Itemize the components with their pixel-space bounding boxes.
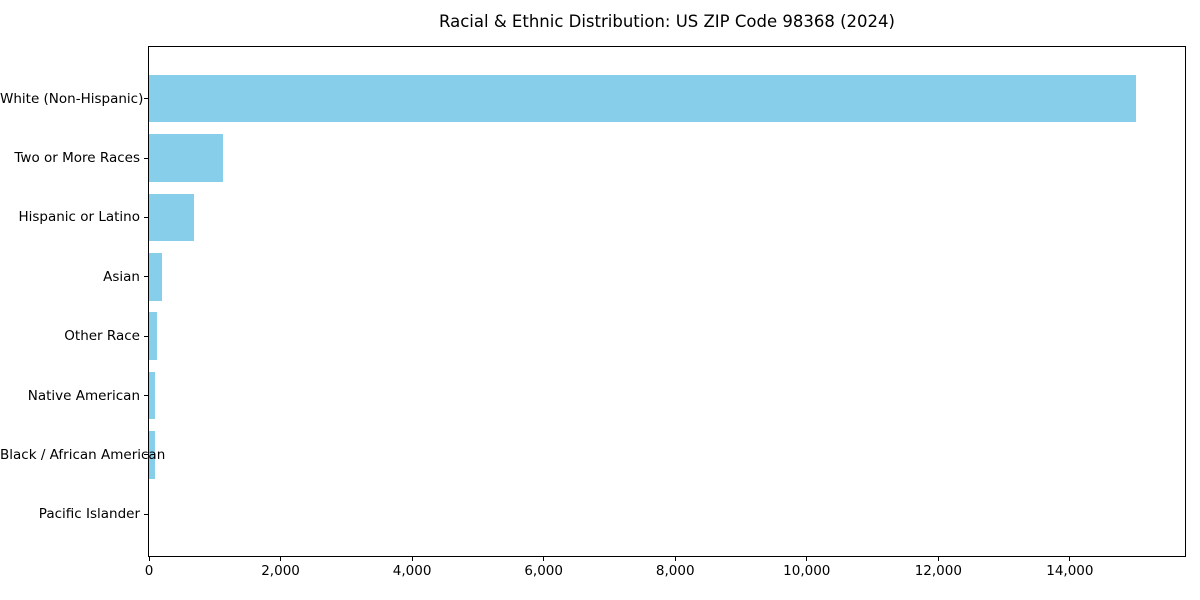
- x-tick-label: 12,000: [914, 563, 962, 579]
- y-tick-label: Hispanic or Latino: [18, 209, 140, 226]
- y-tick-mark: [144, 216, 148, 218]
- x-tick-label: 0: [144, 563, 154, 579]
- bar: [149, 312, 157, 360]
- bar: [149, 253, 163, 301]
- y-tick-mark: [144, 98, 148, 100]
- x-tick-label: 14,000: [1046, 563, 1094, 579]
- x-tick-mark: [1069, 557, 1071, 561]
- x-tick-mark: [543, 557, 545, 561]
- chart-title: Racial & Ethnic Distribution: US ZIP Cod…: [439, 12, 895, 31]
- x-tick-mark: [148, 557, 150, 561]
- x-tick-mark: [674, 557, 676, 561]
- x-tick-label: 4,000: [392, 563, 432, 579]
- x-tick-label: 6,000: [524, 563, 563, 579]
- y-tick-label: Pacific Islander: [38, 506, 140, 523]
- x-tick-mark: [411, 557, 413, 561]
- bar: [149, 193, 195, 242]
- y-tick-mark: [144, 454, 148, 456]
- y-tick-mark: [144, 335, 148, 337]
- y-tick-label: Two or More Races: [14, 150, 140, 167]
- x-tick-mark: [806, 557, 808, 561]
- y-tick-mark: [144, 276, 148, 278]
- x-tick-label: 10,000: [783, 563, 831, 579]
- x-tick-mark: [280, 557, 282, 561]
- y-tick-label: Black / African American: [0, 446, 166, 463]
- bar: [149, 134, 223, 182]
- bar: [149, 371, 156, 420]
- y-tick-mark: [144, 157, 148, 159]
- y-tick-mark: [144, 395, 148, 396]
- y-tick-label: Other Race: [64, 328, 140, 345]
- plot-area: [148, 46, 1186, 557]
- bar: [149, 74, 1136, 123]
- y-tick-label: Asian: [103, 268, 140, 285]
- y-tick-label: Native American: [27, 387, 140, 404]
- x-tick-label: 2,000: [261, 563, 300, 579]
- y-tick-mark: [144, 513, 148, 515]
- x-tick-mark: [937, 557, 939, 561]
- bar: [149, 431, 155, 479]
- y-tick-label: White (Non-Hispanic): [0, 90, 144, 107]
- x-tick-label: 8,000: [655, 563, 695, 579]
